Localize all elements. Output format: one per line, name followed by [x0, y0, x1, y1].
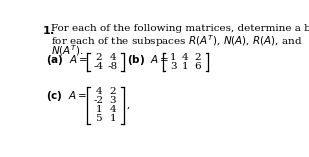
Text: -2: -2 [94, 96, 104, 105]
Text: $\mathbf{(b)}$  $A =$: $\mathbf{(b)}$ $A =$ [127, 53, 169, 67]
Text: 2: 2 [95, 53, 102, 62]
Text: 1: 1 [109, 114, 116, 123]
Text: $\mathbf{(a)}$  $A =$: $\mathbf{(a)}$ $A =$ [46, 53, 88, 67]
Text: 1: 1 [95, 105, 102, 114]
Text: $\mathbf{(c)}$  $A =$: $\mathbf{(c)}$ $A =$ [46, 89, 87, 103]
Text: 3: 3 [109, 96, 116, 105]
Text: 1: 1 [182, 62, 189, 71]
Text: 5: 5 [95, 114, 102, 123]
Text: $\mathbf{1.}$: $\mathbf{1.}$ [42, 24, 55, 36]
Text: 4: 4 [182, 53, 189, 62]
Text: for each of the subspaces $R(A^T)$, $N(A)$, $R(A)$, and: for each of the subspaces $R(A^T)$, $N(A… [51, 33, 303, 49]
Text: $N(A^T)$.: $N(A^T)$. [51, 43, 84, 57]
Text: -8: -8 [108, 62, 118, 71]
Text: 4: 4 [109, 53, 116, 62]
Text: For each of the following matrices, determine a basis: For each of the following matrices, dete… [51, 24, 309, 33]
Text: 1: 1 [170, 53, 176, 62]
Text: 4: 4 [95, 87, 102, 96]
Text: 4: 4 [109, 105, 116, 114]
Text: 3: 3 [170, 62, 176, 71]
Text: ,: , [126, 101, 129, 110]
Text: 2: 2 [109, 87, 116, 96]
Text: 2: 2 [195, 53, 201, 62]
Text: -4: -4 [94, 62, 104, 71]
Text: 6: 6 [195, 62, 201, 71]
